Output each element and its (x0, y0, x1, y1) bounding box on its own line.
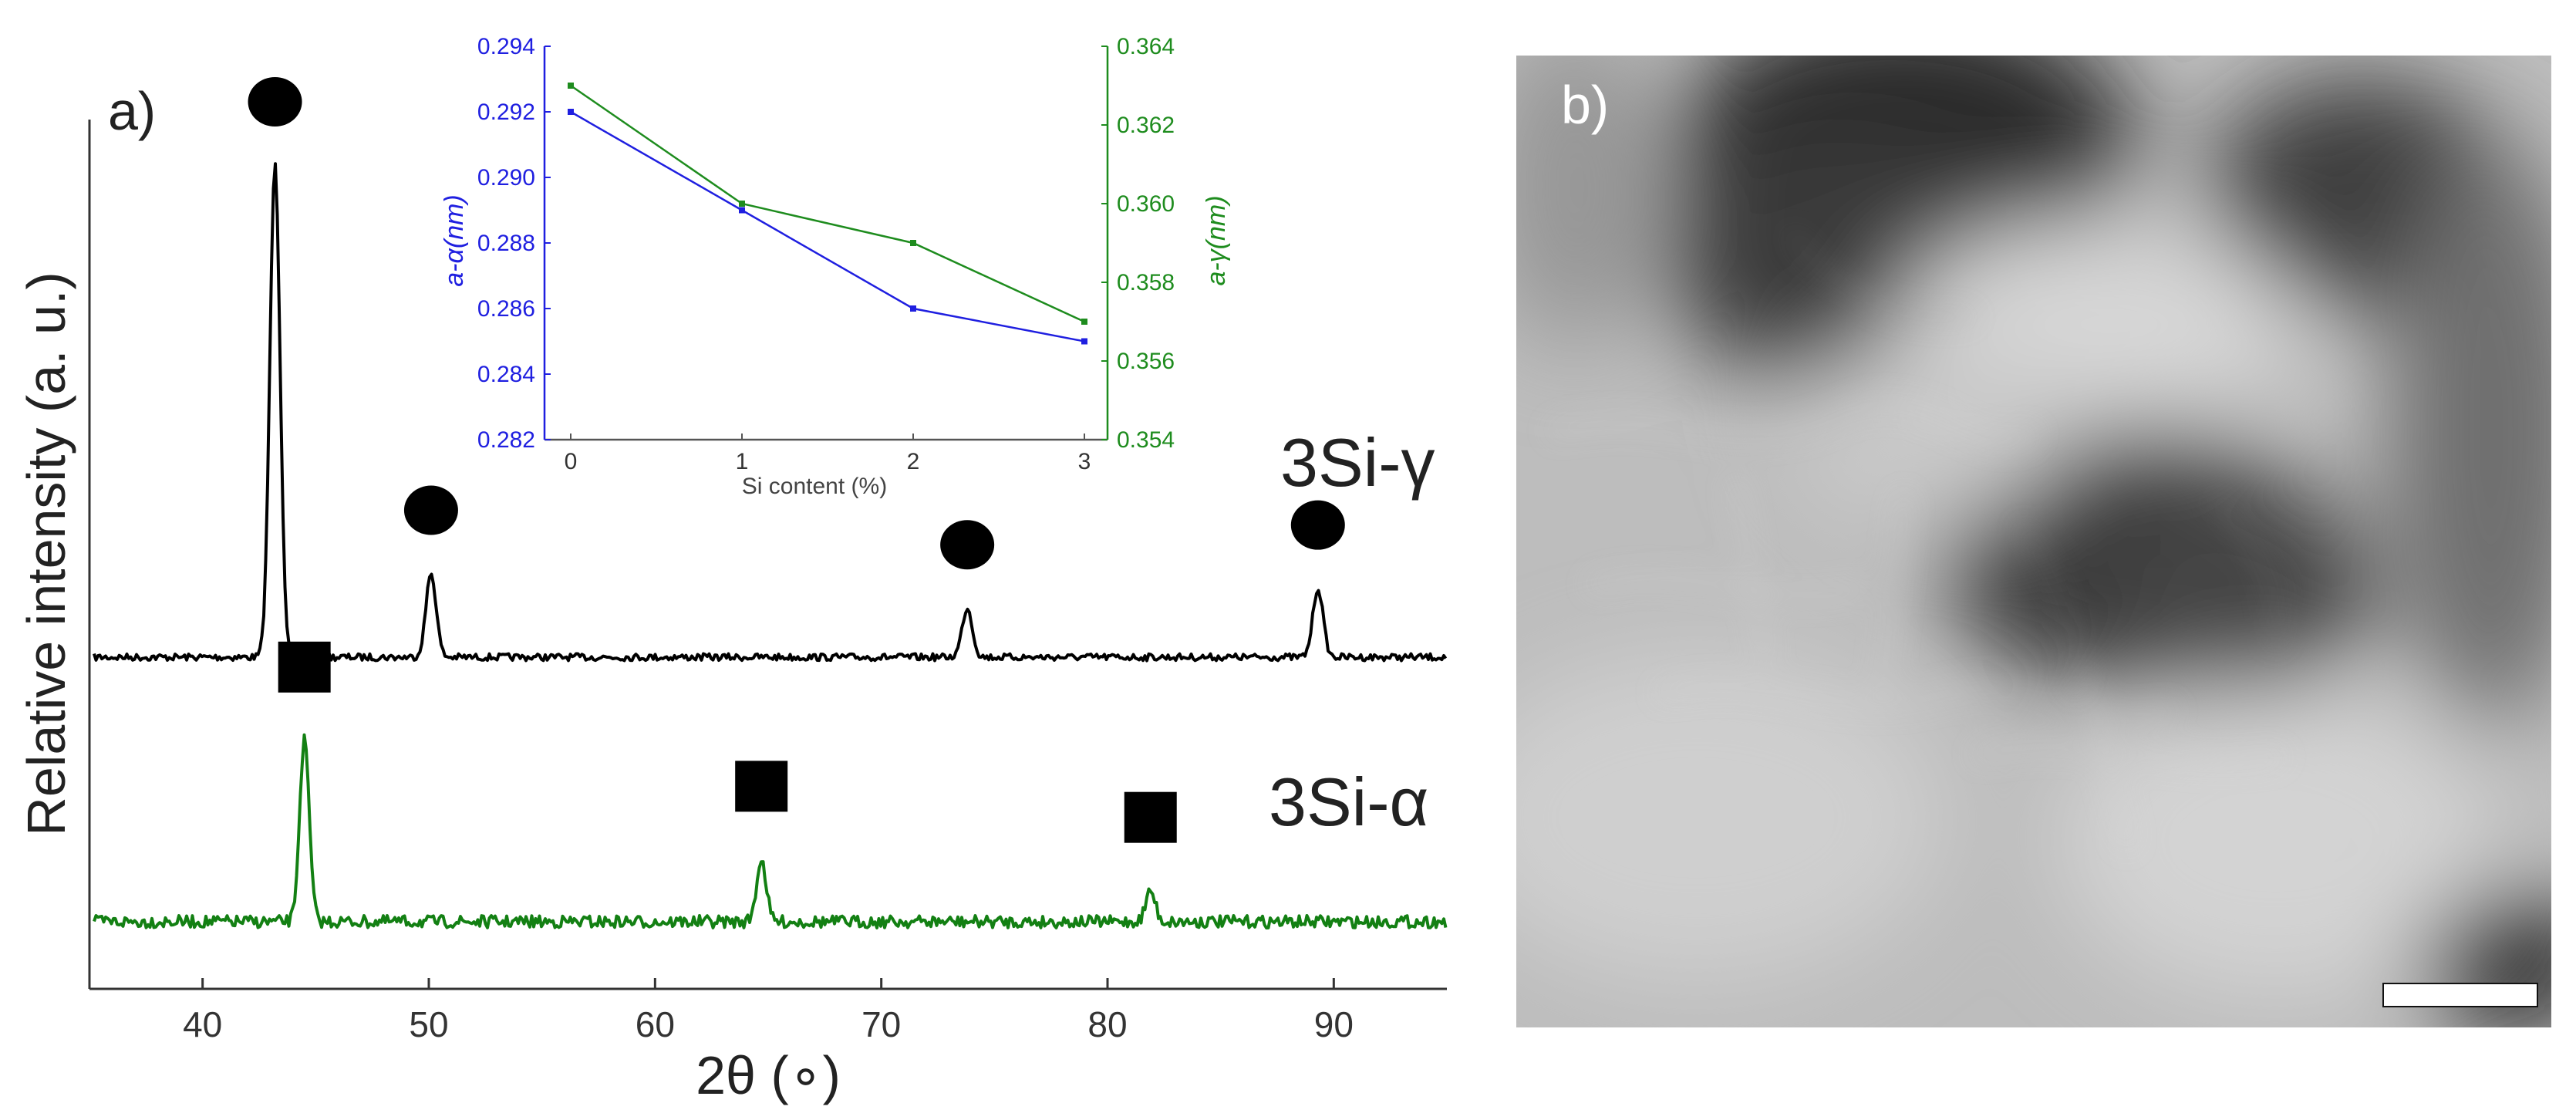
inset-x-tick-label-3: 3 (1078, 449, 1091, 474)
series-line-3si-alpha (93, 733, 1448, 929)
inset-right-tick-label-0.354: 0.354 (1117, 427, 1175, 453)
inset-left-tick-label-0.282: 0.282 (477, 427, 535, 453)
inset-points (568, 83, 1087, 345)
alpha-peak-marker-1 (278, 641, 331, 693)
series-line-3si-gamma (93, 162, 1448, 663)
xrd-x-axis-label: 2θ (∘) (696, 1045, 841, 1105)
inset-right-tick-label-0.364: 0.364 (1117, 34, 1175, 59)
inset-series-line-a-gamma (570, 84, 1085, 323)
curve-label-3si-gamma: 3Si-γ (1280, 424, 1435, 501)
inset-point-a-alpha-0 (568, 109, 574, 115)
inset-point-a-alpha-1 (739, 207, 745, 214)
inset-point-a-gamma-3 (1081, 319, 1087, 325)
inset-right-axis-label: a-γ(nm) (1202, 195, 1231, 285)
gamma-peak-marker-1 (248, 77, 302, 127)
panel-b-label: b) (1561, 75, 1609, 135)
inset-ticks: 0 1 2 3 0.282 0.284 0.286 0.288 0.290 0.292 0.294 0… (477, 34, 1175, 474)
inset-left-tick-label-0.284: 0.284 (477, 362, 535, 387)
inset-point-a-gamma-2 (910, 240, 916, 246)
inset-right-tick-label-0.360: 0.360 (1117, 191, 1175, 217)
xrd-chart: 40 50 60 70 80 90 a) 3Si-γ 3Si-α 2θ (∘) Relat… (16, 77, 1448, 1105)
inset-x-tick-label-2: 2 (907, 449, 920, 474)
inset-series-line-a-alpha (570, 110, 1085, 342)
inset-left-tick-label-0.292: 0.292 (477, 100, 535, 125)
sem-micrograph: b) (1516, 56, 2551, 1027)
scale-bar (2382, 983, 2538, 1007)
inset-point-a-alpha-3 (1081, 338, 1087, 345)
x-tick-label-40: 40 (183, 1004, 222, 1044)
x-tick-label-60: 60 (636, 1004, 675, 1044)
inset-left-tick-label-0.294: 0.294 (477, 34, 535, 59)
curve-label-3si-alpha: 3Si-α (1269, 764, 1428, 840)
x-tick-label-90: 90 (1314, 1004, 1354, 1044)
peak-markers (248, 77, 1345, 843)
alpha-peak-marker-2 (735, 761, 788, 812)
gamma-peak-marker-4 (1290, 500, 1345, 550)
inset-chart: 0 1 2 3 0.282 0.284 0.286 0.288 0.290 0.292 0.294 0… (440, 34, 1231, 499)
inset-point-a-gamma-0 (568, 83, 574, 89)
inset-x-axis-label: Si content (%) (742, 474, 887, 499)
inset-left-axis-label: a-α(nm) (440, 194, 469, 287)
inset-left-tick-label-0.290: 0.290 (477, 165, 535, 191)
gamma-peak-marker-3 (940, 520, 995, 570)
inset-left-tick-label-0.286: 0.286 (477, 296, 535, 322)
xrd-y-axis-label: Relative intensity (a. u.) (16, 272, 76, 835)
inset-right-tick-label-0.362: 0.362 (1117, 113, 1175, 138)
inset-x-tick-label-1: 1 (736, 449, 749, 474)
sem-image (1516, 56, 2551, 1027)
alpha-peak-marker-3 (1124, 791, 1177, 843)
inset-right-tick-label-0.358: 0.358 (1117, 270, 1175, 295)
xrd-ticks: 40 50 60 70 80 90 (183, 978, 1354, 1044)
inset-x-tick-label-0: 0 (565, 449, 578, 474)
inset-point-a-alpha-2 (910, 305, 916, 312)
x-tick-label-70: 70 (861, 1004, 901, 1044)
inset-point-a-gamma-1 (739, 201, 745, 207)
inset-left-tick-label-0.288: 0.288 (477, 231, 535, 256)
gamma-peak-marker-2 (403, 485, 458, 535)
x-tick-label-80: 80 (1087, 1004, 1127, 1044)
panel-a-label: a) (108, 81, 156, 141)
x-tick-label-50: 50 (409, 1004, 448, 1044)
inset-right-tick-label-0.356: 0.356 (1117, 349, 1175, 374)
